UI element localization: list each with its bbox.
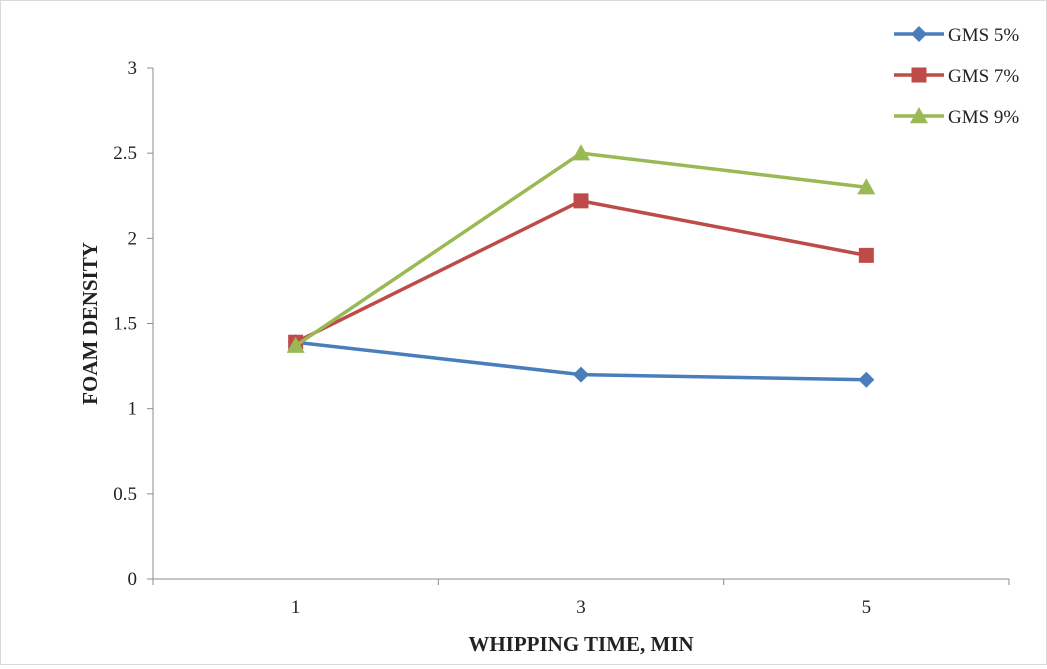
- legend-item: GMS 7%: [894, 66, 1019, 87]
- legend: GMS 5% GMS 7% GMS 9%: [894, 25, 1019, 128]
- series-2: [288, 193, 874, 350]
- legend-marker: [910, 107, 928, 124]
- series-layer: [286, 144, 876, 388]
- legend-marker: [911, 26, 927, 42]
- legend-item: GMS 5%: [894, 25, 1019, 46]
- data-point: [286, 336, 305, 353]
- y-axis-ticks: 0 0.5 1 1.5 2 2.5 3: [113, 58, 153, 590]
- y-tick-label: 2: [128, 228, 138, 249]
- x-tick-label: 1: [291, 597, 301, 618]
- data-point: [858, 371, 875, 388]
- legend-item: GMS 9%: [894, 107, 1019, 128]
- series-line: [294, 199, 867, 344]
- y-axis-title: FOAM DENSITY: [78, 242, 102, 405]
- data-point: [573, 366, 589, 383]
- series-3: [286, 144, 876, 353]
- y-tick-label: 1.5: [113, 314, 137, 335]
- legend-label: GMS 9%: [948, 107, 1019, 128]
- y-tick-label: 0.5: [113, 484, 137, 505]
- legend-label: GMS 5%: [948, 25, 1019, 46]
- x-axis-title: WHIPPING TIME, MIN: [468, 632, 693, 656]
- y-tick-label: 0: [128, 569, 138, 590]
- series-1: [287, 334, 875, 388]
- x-tick-label: 3: [576, 597, 586, 618]
- data-point: [858, 247, 874, 263]
- data-point: [573, 193, 589, 209]
- legend-marker: [911, 67, 927, 83]
- series-line: [294, 151, 867, 348]
- y-tick-label: 1: [128, 399, 138, 420]
- x-tick-label: 5: [862, 597, 872, 618]
- data-point: [857, 178, 876, 195]
- y-tick-label: 3: [128, 58, 138, 79]
- legend-label: GMS 7%: [948, 66, 1019, 87]
- data-point: [572, 144, 590, 161]
- x-axis-ticks: 1 3 5: [152, 579, 1010, 618]
- y-tick-label: 2.5: [113, 143, 137, 164]
